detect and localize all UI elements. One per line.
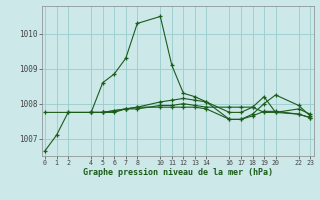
- X-axis label: Graphe pression niveau de la mer (hPa): Graphe pression niveau de la mer (hPa): [83, 168, 273, 177]
